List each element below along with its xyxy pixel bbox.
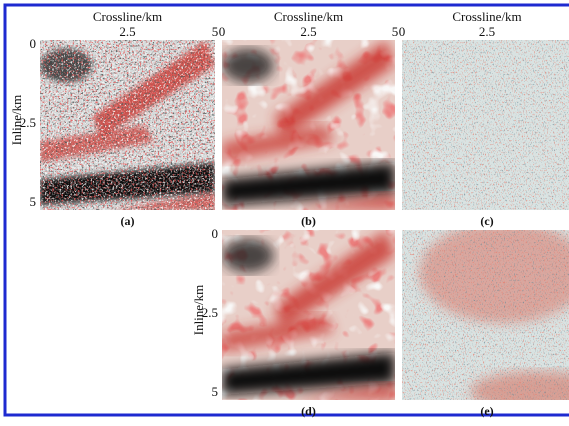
x-tick-label: 2.5 xyxy=(119,24,135,39)
x-axis-label: Crossline/km xyxy=(93,9,162,24)
red-band xyxy=(273,40,395,139)
caption: (a) xyxy=(121,214,135,228)
y-tick-label: 2.5 xyxy=(20,115,36,130)
x-tick-label: 0 xyxy=(219,24,226,39)
panel-image xyxy=(402,40,569,210)
caption: (d) xyxy=(301,404,316,418)
red-band xyxy=(291,383,395,400)
dark-band xyxy=(222,352,395,395)
frame xyxy=(3,3,569,417)
noise xyxy=(402,40,569,210)
y-axis-label: Inline/km xyxy=(9,95,24,146)
caption: (e) xyxy=(480,404,493,418)
red-band xyxy=(222,125,335,163)
x-axis-label: Crossline/km xyxy=(452,9,521,24)
x-tick-label: 5 xyxy=(212,24,219,39)
y-axis-label: Inline/km xyxy=(191,285,206,336)
x-tick-label: 2.5 xyxy=(300,24,316,39)
red-band xyxy=(291,193,395,210)
y-tick-label: 5 xyxy=(212,384,219,399)
red-band xyxy=(222,315,335,353)
y-tick-label: 0 xyxy=(212,226,219,241)
dark-band xyxy=(222,162,395,205)
panel-image xyxy=(402,230,569,400)
x-tick-label: 5 xyxy=(392,24,399,39)
noise xyxy=(40,40,215,210)
panel-image xyxy=(40,40,215,210)
x-tick-label: 2.5 xyxy=(479,24,495,39)
panel-image xyxy=(222,40,395,210)
y-tick-label: 5 xyxy=(30,194,37,209)
x-tick-label: 0 xyxy=(399,24,406,39)
dark-blob xyxy=(222,48,274,83)
caption: (c) xyxy=(480,214,493,228)
y-tick-label: 0 xyxy=(30,36,37,51)
y-tick-label: 2.5 xyxy=(202,305,218,320)
red-band xyxy=(273,230,395,329)
noise xyxy=(402,230,569,400)
dark-blob xyxy=(222,238,274,273)
caption: (b) xyxy=(301,214,316,228)
x-axis-label: Crossline/km xyxy=(274,9,343,24)
panel-image xyxy=(222,230,395,400)
